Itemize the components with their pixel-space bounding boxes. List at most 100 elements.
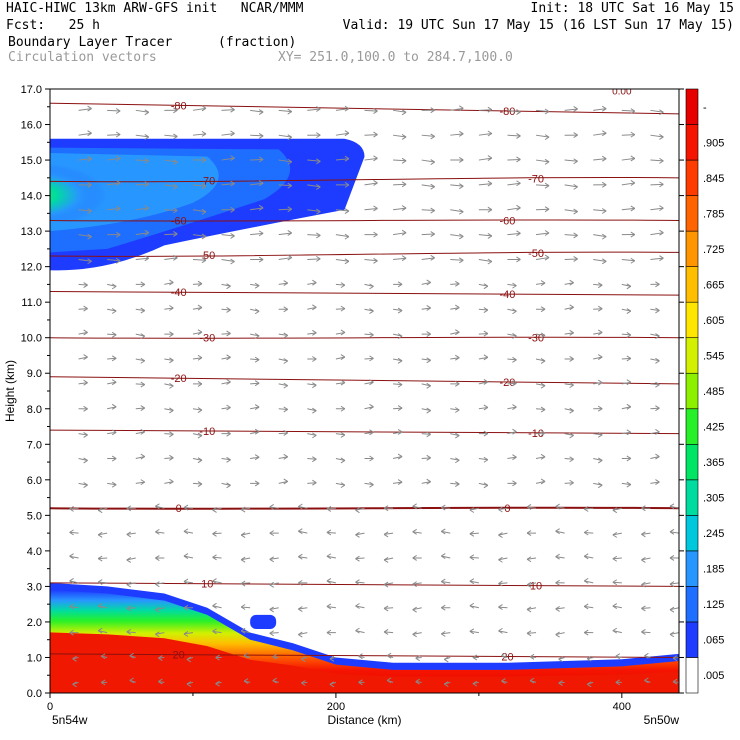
circulation-vector bbox=[421, 207, 435, 214]
circulation-vector bbox=[221, 482, 231, 489]
colorbar-swatch bbox=[685, 230, 699, 267]
circulation-vector bbox=[450, 233, 464, 240]
isotherm-line bbox=[50, 336, 679, 339]
circulation-vector bbox=[478, 456, 489, 463]
circulation-vector bbox=[529, 653, 537, 660]
circulation-vector bbox=[469, 602, 479, 609]
circulation-vector bbox=[412, 555, 422, 561]
y-tick-label: 9.0 bbox=[27, 368, 42, 380]
circulation-vector bbox=[221, 379, 231, 385]
y-tick-label: 17.0 bbox=[21, 84, 42, 96]
isotherm-label: -20 bbox=[500, 377, 516, 389]
circulation-vector bbox=[555, 579, 565, 586]
circulation-vector bbox=[593, 305, 603, 312]
circulation-vector bbox=[269, 504, 279, 510]
circulation-vector bbox=[507, 356, 517, 363]
circulation-vector bbox=[307, 456, 317, 463]
circulation-vector bbox=[450, 304, 460, 311]
circulation-vector bbox=[593, 130, 607, 137]
circulation-vector bbox=[358, 679, 365, 686]
colorbar-swatch bbox=[685, 550, 699, 587]
isotherm-label: -40 bbox=[171, 287, 187, 299]
circulation-vector bbox=[650, 357, 660, 364]
circulation-vector bbox=[564, 158, 578, 165]
circulation-vector bbox=[215, 680, 222, 687]
circulation-vector bbox=[164, 382, 174, 389]
circulation-vector bbox=[135, 453, 146, 460]
circulation-vector bbox=[126, 557, 136, 563]
circulation-vector bbox=[192, 105, 207, 112]
circulation-vector bbox=[335, 155, 350, 162]
circulation-vector bbox=[507, 308, 517, 315]
circulation-vector bbox=[221, 430, 231, 437]
circulation-vector bbox=[615, 653, 622, 660]
circulation-vector bbox=[583, 529, 594, 536]
circulation-vector bbox=[250, 282, 260, 289]
circulation-vector bbox=[135, 157, 150, 164]
circulation-vector bbox=[326, 577, 337, 584]
isotherm-line bbox=[50, 653, 679, 658]
partial-top-label: 0.00 bbox=[612, 86, 632, 97]
circulation-vector bbox=[450, 280, 460, 287]
circulation-vector bbox=[135, 255, 150, 262]
circulation-vector bbox=[129, 677, 136, 684]
circulation-vector bbox=[421, 478, 431, 485]
circulation-vector bbox=[69, 629, 79, 636]
circulation-vector bbox=[564, 132, 578, 138]
circulation-vector bbox=[78, 182, 92, 188]
circulation-vector bbox=[164, 231, 178, 237]
circulation-vector bbox=[621, 180, 636, 186]
circulation-vector bbox=[501, 678, 508, 684]
field-name: Boundary Layer Tracer bbox=[8, 35, 173, 50]
circulation-vector bbox=[155, 581, 165, 588]
circulation-vector bbox=[250, 132, 264, 139]
colorbar-swatch bbox=[685, 124, 699, 161]
circulation-vector bbox=[393, 181, 407, 188]
circulation-vector bbox=[221, 233, 235, 239]
isotherm-label: -10 bbox=[199, 426, 215, 438]
circulation-vector bbox=[272, 653, 279, 660]
circulation-vector bbox=[535, 382, 546, 389]
circulation-vector bbox=[469, 628, 479, 635]
colorbar-label: .725 bbox=[703, 244, 724, 256]
circulation-vector bbox=[69, 505, 79, 512]
circulation-vector bbox=[364, 455, 374, 462]
x-axis-label: Distance (km) bbox=[327, 713, 401, 727]
circulation-vector bbox=[250, 204, 264, 211]
colorbar-swatch bbox=[685, 159, 699, 196]
circulation-vector bbox=[507, 480, 517, 487]
circulation-vector bbox=[478, 232, 493, 239]
circulation-vector bbox=[212, 554, 222, 561]
circulation-vector bbox=[221, 404, 231, 411]
circulation-vector bbox=[335, 482, 346, 489]
circulation-vector bbox=[669, 631, 679, 638]
circulation-vector bbox=[335, 379, 346, 386]
circulation-vector bbox=[615, 679, 622, 686]
circulation-vector bbox=[650, 381, 660, 388]
circulation-vector bbox=[335, 208, 350, 214]
circulation-vector bbox=[212, 530, 222, 537]
circulation-vector bbox=[498, 506, 508, 513]
circulation-vector bbox=[164, 207, 178, 214]
circulation-vector bbox=[278, 108, 292, 115]
circulation-vector bbox=[526, 581, 537, 588]
circulation-vector bbox=[421, 305, 431, 311]
circulation-vector bbox=[307, 132, 321, 139]
circulation-vector bbox=[221, 106, 235, 113]
circulation-vector bbox=[650, 333, 660, 340]
x-end-label-right: 5n50w bbox=[644, 713, 680, 727]
circulation-vector bbox=[72, 655, 79, 662]
circulation-vector bbox=[164, 431, 174, 438]
circulation-vector bbox=[307, 279, 317, 286]
circulation-vector bbox=[593, 379, 603, 386]
circulation-vector bbox=[335, 305, 346, 312]
circulation-vector bbox=[364, 379, 374, 386]
y-tick-label: 7.0 bbox=[27, 439, 42, 451]
circulation-vector bbox=[335, 405, 346, 412]
circulation-vector bbox=[107, 429, 117, 436]
isotherm-label: 10 bbox=[201, 579, 213, 591]
circulation-vector bbox=[192, 432, 203, 439]
circulation-vector bbox=[421, 279, 431, 286]
circulation-vector bbox=[412, 528, 422, 535]
circulation-vector bbox=[307, 329, 317, 336]
